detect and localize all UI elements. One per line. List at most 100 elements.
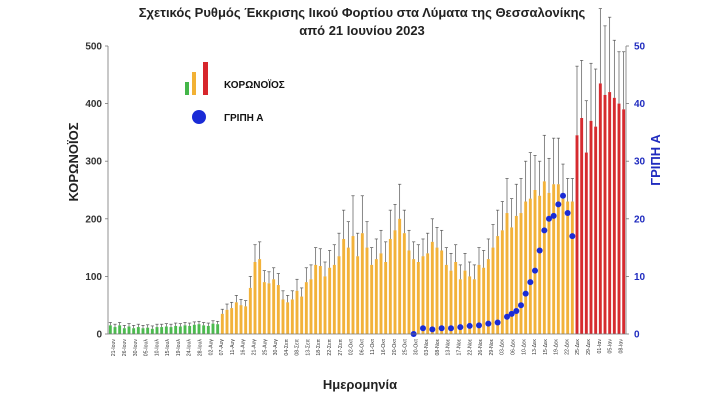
x-tick-label: 19-Ιουλ bbox=[176, 339, 182, 357]
y2-tick-label: 10 bbox=[634, 272, 646, 283]
covid-bar bbox=[272, 279, 276, 334]
covid-bar bbox=[622, 109, 626, 334]
covid-bar bbox=[174, 325, 178, 334]
x-tick-label: 13-Σεπ bbox=[305, 339, 311, 356]
covid-bar bbox=[482, 267, 486, 334]
covid-bar bbox=[132, 328, 136, 334]
flu-point bbox=[536, 247, 543, 254]
flu-point bbox=[564, 210, 571, 217]
x-tick-label: 13-Νοε bbox=[446, 338, 452, 355]
covid-bar bbox=[351, 236, 355, 334]
x-tick-label: 04-Σεπ bbox=[284, 339, 290, 356]
x-tick-label: 02-Οκτ bbox=[349, 339, 355, 355]
covid-bar bbox=[603, 94, 607, 335]
covid-bar bbox=[514, 215, 518, 334]
covid-error-bars bbox=[108, 8, 626, 329]
covid-bar bbox=[519, 213, 523, 334]
x-tick-label: 03-Νοε bbox=[424, 338, 430, 355]
covid-bar bbox=[318, 266, 322, 334]
x-tick-label: 08-Ιαν bbox=[618, 339, 624, 354]
covid-bar bbox=[337, 256, 341, 334]
covid-bar bbox=[178, 326, 182, 334]
x-tick-label: 30-Οκτ bbox=[413, 339, 419, 355]
covid-bar bbox=[412, 259, 416, 334]
x-tick-label: 25-Οκτ bbox=[403, 339, 409, 355]
covid-bar bbox=[449, 270, 453, 334]
x-tick-label: 24-Ιουλ bbox=[187, 339, 193, 357]
covid-bar bbox=[370, 264, 374, 334]
flu-point bbox=[532, 267, 538, 274]
covid-bar bbox=[169, 327, 173, 334]
x-tick-label: 21-Αυγ bbox=[251, 339, 257, 356]
covid-bar bbox=[608, 92, 612, 334]
covid-bar bbox=[122, 328, 126, 334]
flu-point bbox=[508, 310, 515, 317]
covid-bar bbox=[393, 230, 397, 334]
covid-bar bbox=[239, 305, 243, 334]
covid-bar bbox=[444, 264, 448, 334]
x-tick-label: 06-Οκτ bbox=[359, 339, 365, 355]
x-tick-label: 13-Δεκ bbox=[532, 339, 538, 355]
flu-point bbox=[504, 313, 510, 320]
flu-points bbox=[410, 192, 576, 337]
covid-bar bbox=[164, 326, 168, 334]
covid-bar bbox=[281, 299, 285, 334]
covid-bar bbox=[594, 126, 598, 334]
covid-bar bbox=[552, 184, 556, 334]
y2-tick-label: 20 bbox=[634, 214, 646, 225]
covid-bar bbox=[248, 287, 252, 334]
chart-title-line-1: Σχετικός Ρυθμός Έκκρισης Ιικού Φορτίου σ… bbox=[139, 5, 586, 20]
x-tick-label: 16-Αυγ bbox=[241, 339, 247, 356]
covid-bar bbox=[332, 264, 336, 334]
y-axis-label: ΚΟΡΩΝΟΪΟΣ bbox=[66, 122, 81, 201]
covid-bar bbox=[309, 279, 313, 334]
x-tick-label: 21-Ιουν bbox=[111, 339, 117, 357]
x-tick-label: 16-Οκτ bbox=[381, 339, 387, 355]
flu-point bbox=[429, 326, 436, 333]
x-tick-label: 28-Ιουλ bbox=[198, 339, 204, 357]
x-tick-label: 10-Ιουλ bbox=[154, 339, 160, 357]
x-tick-label: 27-Σεπ bbox=[338, 339, 344, 356]
covid-bar bbox=[225, 309, 229, 334]
x-tick-label: 15-Ιουλ bbox=[165, 339, 171, 357]
legend-covid-swatch-orange bbox=[192, 72, 196, 95]
flu-point bbox=[420, 325, 426, 332]
covid-bar bbox=[356, 256, 360, 334]
x-tick-label: 26-Ιουν bbox=[122, 339, 128, 357]
x-axis-date-labels: 21-Ιουν 26-Ιουν 30-Ιουν 05-Ιουλ 10-Ιουλ 15-Ιο… bbox=[111, 338, 624, 356]
covid-bar bbox=[295, 290, 299, 334]
covid-bar bbox=[346, 247, 350, 334]
x-tick-label: 08-Σεπ bbox=[295, 339, 301, 356]
covid-bar bbox=[430, 241, 434, 334]
flu-point bbox=[518, 302, 524, 309]
covid-bar bbox=[435, 247, 439, 334]
covid-bar bbox=[440, 250, 444, 334]
flu-point bbox=[560, 192, 566, 199]
x-tick-label: 02-Αυγ bbox=[208, 339, 214, 356]
legend: ΚΟΡΩΝΟΪΟΣ ΓΡΙΠΗ Α bbox=[185, 62, 285, 124]
covid-bar bbox=[127, 326, 131, 334]
x-tick-label: 06-Δεκ bbox=[510, 339, 516, 355]
x-tick-label: 26-Νοε bbox=[478, 338, 484, 355]
covid-bar bbox=[155, 327, 159, 334]
x-tick-label: 17-Νοε bbox=[457, 338, 463, 355]
covid-bar bbox=[234, 302, 238, 334]
x-tick-label: 11-Οκτ bbox=[370, 339, 376, 355]
covid-bar bbox=[416, 262, 420, 334]
y-axis-ticks: 0 100 200 300 400 500 bbox=[85, 42, 108, 341]
covid-bar bbox=[524, 201, 528, 334]
y2-tick-label: 40 bbox=[634, 99, 646, 110]
covid-bar bbox=[192, 324, 196, 334]
covid-bar bbox=[426, 253, 430, 334]
covid-bar bbox=[458, 279, 462, 334]
covid-bar bbox=[598, 83, 602, 334]
x-tick-label: 05-Ιαν bbox=[608, 339, 614, 354]
covid-bar bbox=[258, 259, 262, 334]
covid-bar bbox=[136, 327, 140, 334]
covid-bar bbox=[589, 120, 593, 334]
covid-bar bbox=[500, 230, 504, 334]
x-tick-label: 25-Δεκ bbox=[575, 339, 581, 355]
covid-bar bbox=[561, 198, 565, 334]
covid-bar bbox=[230, 308, 234, 334]
